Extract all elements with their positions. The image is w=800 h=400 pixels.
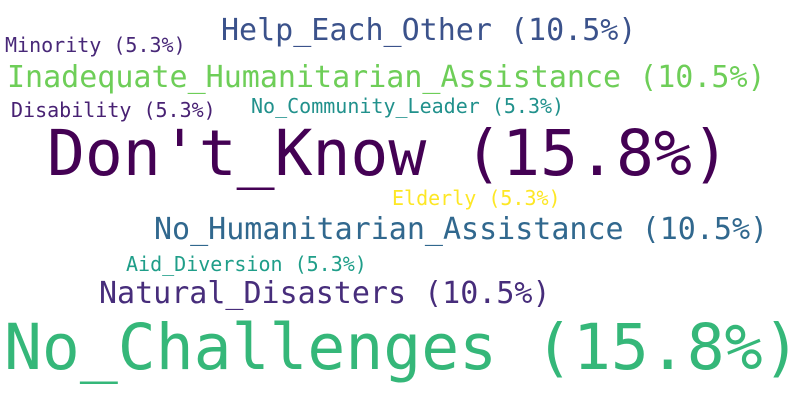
word-help-each-other: Help_Each_Other (10.5%) xyxy=(221,13,637,48)
word-natural-disasters: Natural_Disasters (10.5%) xyxy=(99,276,551,311)
word-no-community-leader: No_Community_Leader (5.3%) xyxy=(251,94,565,118)
word-minority: Minority (5.3%) xyxy=(5,33,186,57)
word-dont-know: Don't_Know (15.8%) xyxy=(47,117,730,190)
word-disability: Disability (5.3%) xyxy=(11,98,216,122)
word-aid-diversion: Aid_Diversion (5.3%) xyxy=(126,252,367,276)
word-elderly: Elderly (5.3%) xyxy=(392,186,561,210)
word-no-challenges: No_Challenges (15.8%) xyxy=(4,311,800,384)
word-no-humanitarian-assistance: No_Humanitarian_Assistance (10.5%) xyxy=(154,212,769,247)
word-inadequate-humanitarian-assistance: Inadequate_Humanitarian_Assistance (10.5… xyxy=(7,60,766,95)
